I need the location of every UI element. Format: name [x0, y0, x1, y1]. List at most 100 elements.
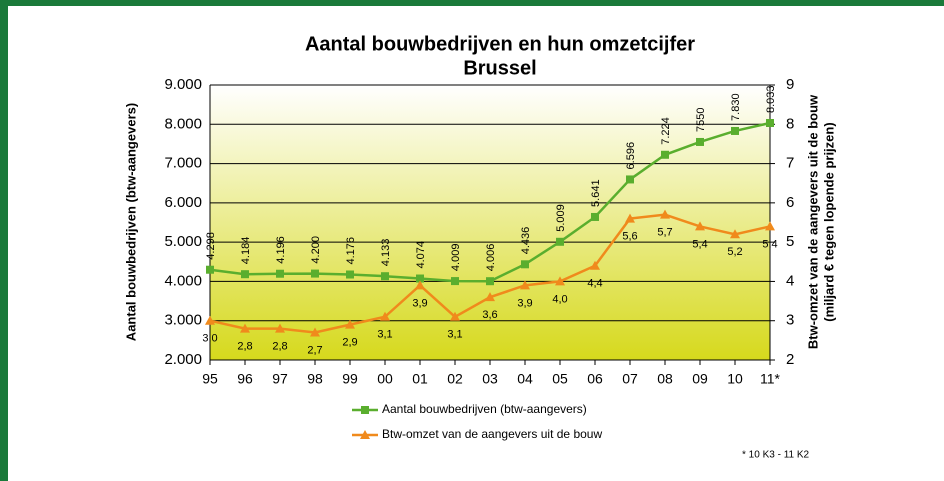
x-tick-label: 10: [727, 371, 743, 387]
x-tick-label: 11*: [760, 371, 781, 387]
x-tick-label: 09: [692, 371, 708, 387]
data-point: [205, 315, 215, 325]
y2-tick-label: 9: [786, 76, 794, 93]
data-label: 4.298: [205, 232, 217, 260]
data-label: 3,0: [202, 333, 217, 345]
data-label: 3,6: [482, 309, 497, 321]
data-point: [486, 277, 494, 286]
y-tick-label: 9.000: [164, 76, 202, 93]
y2-tick-label: 3: [786, 312, 794, 329]
y2-tick-label: 6: [786, 194, 794, 211]
data-point: [625, 213, 635, 223]
data-point: [310, 327, 320, 337]
data-point: [556, 237, 564, 246]
data-label: 4.009: [450, 244, 462, 272]
data-point: [381, 272, 389, 281]
data-point: [661, 150, 669, 159]
legend-label: Btw-omzet van de aangevers uit de bouw: [382, 427, 602, 441]
data-label: 3,9: [517, 297, 532, 309]
data-point: [730, 229, 740, 239]
data-point: [206, 265, 214, 274]
y-tick-label: 8.000: [164, 115, 202, 132]
data-label: 4,0: [552, 293, 567, 305]
x-tick-label: 03: [482, 371, 498, 387]
y-tick-label: 5.000: [164, 233, 202, 250]
x-tick-label: 02: [447, 371, 463, 387]
data-point: [626, 175, 634, 184]
left-border: [0, 0, 8, 481]
data-label: 5,4: [762, 238, 777, 250]
data-label: 4.184: [240, 237, 252, 265]
data-point: [555, 276, 565, 286]
y-tick-label: 4.000: [164, 272, 202, 289]
data-label: 4.196: [275, 236, 287, 264]
legend-marker: [360, 430, 370, 439]
data-point: [346, 270, 354, 279]
y2-tick-label: 8: [786, 115, 794, 132]
footnote: * 10 K3 - 11 K2: [742, 450, 810, 461]
y-axis-label: Aantal bouwbedrijven (btw-aangevers): [123, 103, 138, 341]
x-tick-label: 07: [622, 371, 638, 387]
data-point: [276, 269, 284, 278]
legend-marker: [361, 406, 369, 414]
chart-title: Aantal bouwbedrijven en hun omzetcijfer: [305, 33, 695, 55]
y2-tick-label: 7: [786, 155, 794, 172]
data-label: 5,2: [727, 246, 742, 258]
data-label: 3,1: [447, 329, 462, 341]
data-label: 7550: [695, 107, 707, 131]
x-tick-label: 00: [377, 371, 393, 387]
data-label: 2,8: [272, 340, 287, 352]
data-point: [450, 311, 460, 321]
data-point: [695, 221, 705, 231]
x-tick-label: 96: [237, 371, 253, 387]
x-tick-label: 05: [552, 371, 568, 387]
data-point: [660, 209, 670, 219]
y2-tick-label: 5: [786, 233, 794, 250]
data-label: 3,9: [412, 297, 427, 309]
y-tick-label: 6.000: [164, 194, 202, 211]
data-point: [696, 137, 704, 146]
data-point: [416, 274, 424, 283]
data-label: 5,7: [657, 227, 672, 239]
data-point: [591, 212, 599, 221]
data-label: 5.009: [555, 204, 567, 232]
x-tick-label: 95: [202, 371, 218, 387]
data-label: 4.200: [310, 236, 322, 264]
y-tick-label: 7.000: [164, 155, 202, 172]
data-label: 5,6: [622, 230, 637, 242]
data-label: 3,1: [377, 329, 392, 341]
data-point: [521, 260, 529, 269]
data-point: [731, 126, 739, 135]
y2-tick-label: 4: [786, 272, 794, 289]
x-tick-label: 06: [587, 371, 603, 387]
data-label: 7.224: [660, 117, 672, 145]
x-tick-label: 97: [272, 371, 288, 387]
y-tick-label: 2.000: [164, 351, 202, 368]
data-point: [275, 323, 285, 333]
data-point: [590, 260, 600, 270]
data-point: [380, 311, 390, 321]
top-border: [0, 0, 944, 6]
data-point: [311, 269, 319, 278]
data-point: [765, 221, 775, 231]
data-point: [451, 277, 459, 286]
data-label: 4.006: [485, 244, 497, 272]
data-point: [241, 270, 249, 279]
x-tick-label: 01: [412, 371, 428, 387]
data-point: [345, 319, 355, 329]
y2-axis-label: (miljard € tegen lopende prijzen): [821, 122, 836, 321]
data-point: [240, 323, 250, 333]
y2-tick-label: 2: [786, 351, 794, 368]
data-point: [485, 292, 495, 302]
legend-label: Aantal bouwbedrijven (btw-aangevers): [382, 402, 587, 416]
data-label: 2,8: [237, 340, 252, 352]
data-label: 2,9: [342, 337, 357, 349]
chart-subtitle: Brussel: [463, 57, 536, 79]
data-point: [766, 118, 774, 127]
plot-area: [210, 85, 770, 360]
data-label: 2,7: [307, 344, 322, 356]
x-tick-label: 98: [307, 371, 323, 387]
data-label: 4,4: [587, 278, 602, 290]
data-label: 5.641: [590, 179, 602, 207]
data-label: 4.133: [380, 239, 392, 267]
